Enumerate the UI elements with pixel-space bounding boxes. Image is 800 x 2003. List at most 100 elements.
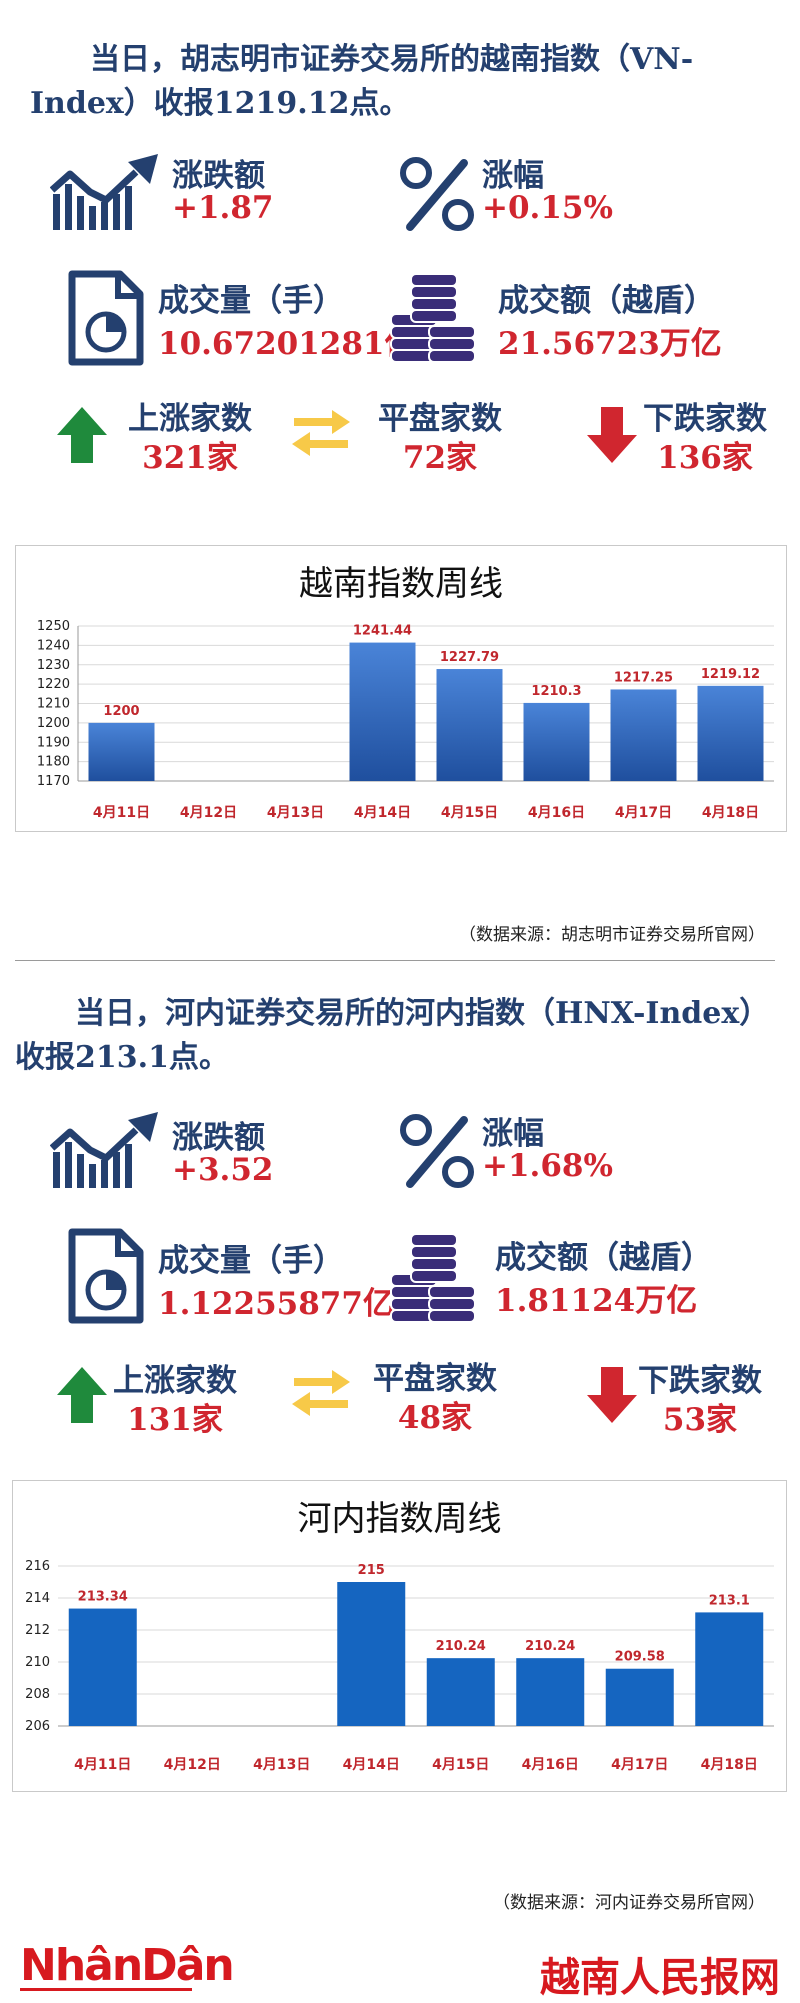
bar [523,702,590,781]
y-tick-label: 206 [25,1719,50,1734]
hose-pct-value: +0.15% [482,190,613,226]
hnx-down-label: 下跌家数 [638,1363,762,1399]
y-tick-label: 1240 [37,638,70,653]
bar [697,685,764,781]
bar [610,689,677,781]
data-label: 210.24 [436,1639,486,1654]
data-label: 213.1 [709,1593,750,1608]
data-label: 1219.12 [701,667,760,682]
bar [516,1658,585,1726]
hnx-volume-value: 1.12255877亿 [158,1286,394,1322]
coins-stack-icon [390,1233,476,1323]
x-tick-label: 4月14日 [354,805,411,821]
x-tick-label: 4月16日 [528,805,585,821]
hnx-volume-label: 成交量（手） [158,1243,344,1279]
hnx-chart-title: 河内指数周线 [297,1499,502,1539]
hnx-up-label: 上涨家数 [113,1363,237,1399]
nhandan-logo: NhânDân [20,1940,235,1991]
x-tick-label: 4月11日 [74,1757,131,1773]
section-divider [15,960,775,961]
exchange-arrows-icon [292,1370,350,1416]
y-tick-label: 1190 [37,735,70,750]
y-tick-label: 1210 [37,697,70,712]
hnx-chart-panel: 河内指数周线 206 208 210 212 214 216 213.34 4月11日 4月12… [12,1480,787,1792]
hnx-flat-value: 48家 [397,1400,473,1436]
arrow-down-icon [587,1367,637,1423]
x-tick-label: 4月17日 [615,805,672,821]
percent-icon [400,157,474,231]
y-tick-label: 212 [25,1623,50,1638]
x-tick-label: 4月13日 [253,1757,310,1773]
hose-turnover-label: 成交额（越盾） [498,283,715,319]
hose-chart-panel: 越南指数周线 1170 1180 1190 1200 1210 1220 1230 1240 1… [15,545,787,832]
hose-volume-value: 10.67201281亿 [158,326,416,362]
coins-stack-icon [390,273,476,363]
hose-flat-label: 平盘家数 [378,401,502,437]
arrow-up-icon [57,1367,107,1423]
bar [88,722,155,781]
y-tick-label: 1230 [37,658,70,673]
data-label: 1241.44 [353,624,412,639]
hose-change-label: 涨跌额 [172,158,265,194]
arrow-down-icon [587,407,637,463]
x-tick-label: 4月13日 [267,805,324,821]
x-tick-label: 4月14日 [343,1757,400,1773]
hnx-pct-label: 涨幅 [482,1116,544,1152]
data-label: 1217.25 [614,670,673,685]
data-label: 1210.3 [531,684,581,699]
exchange-arrows-icon [292,410,350,456]
hose-headline: 当日，胡志明市证券交易所的越南指数（VN-Index）收报1219.12点。 [30,42,694,121]
x-tick-label: 4月18日 [701,1757,758,1773]
x-tick-label: 4月18日 [702,805,759,821]
hnx-turnover-label: 成交额（越盾） [495,1240,712,1276]
data-label: 1200 [103,704,139,719]
data-label: 210.24 [525,1639,575,1654]
data-label: 215 [358,1563,385,1578]
y-tick-label: 214 [25,1591,50,1606]
bar [337,1582,406,1726]
hnx-bar-chart: 206 208 210 212 214 216 213.34 4月11日 4月12日 4月13日 2… [25,1559,774,1773]
bar [436,669,503,781]
hnx-change-label: 涨跌额 [172,1120,265,1156]
x-tick-label: 4月15日 [432,1757,489,1773]
data-label: 213.34 [78,1590,128,1605]
hose-volume-label: 成交量（手） [158,283,344,319]
x-tick-label: 4月12日 [180,805,237,821]
hose-turnover-value: 21.56723万亿 [498,326,722,362]
y-tick-label: 208 [25,1687,50,1702]
hnx-flat-label: 平盘家数 [373,1361,497,1397]
y-tick-label: 1170 [37,774,70,789]
hnx-change-value: +3.52 [172,1152,274,1188]
hnx-down-value: 53家 [662,1402,738,1438]
y-tick-label: 210 [25,1655,50,1670]
y-tick-label: 1180 [37,755,70,770]
hose-pct-label: 涨幅 [482,158,544,194]
hnx-source-note: （数据来源：河内证券交易所官网） [493,1893,765,1913]
hnx-up-value: 131家 [127,1402,223,1438]
bar-chart-up-icon [50,1112,158,1188]
bar-chart-up-icon [50,154,158,230]
hnx-headline: 当日，河内证券交易所的河内指数（HNX-Index）收报213.1点。 [15,996,755,1075]
x-tick-label: 4月17日 [611,1757,668,1773]
hose-chart-title: 越南指数周线 [299,564,503,604]
y-tick-label: 1200 [37,716,70,731]
arrow-up-icon [57,407,107,463]
x-tick-label: 4月12日 [164,1757,221,1773]
hose-up-label: 上涨家数 [128,401,252,437]
bar [605,1668,674,1726]
data-label: 209.58 [615,1650,665,1665]
hose-up-value: 321家 [142,440,238,476]
logo-underline [20,1988,192,1991]
hose-flat-value: 72家 [402,440,478,476]
x-tick-label: 4月11日 [93,805,150,821]
hose-down-value: 136家 [657,440,753,476]
bar [426,1658,495,1726]
bar [68,1608,137,1726]
hnx-pct-value: +1.68% [482,1148,613,1184]
y-tick-label: 1250 [37,619,70,634]
bar [695,1612,764,1726]
document-pie-icon [68,270,144,366]
y-tick-label: 1220 [37,677,70,692]
hose-source-note: （数据来源：胡志明市证券交易所官网） [459,925,765,945]
bar [349,642,416,781]
